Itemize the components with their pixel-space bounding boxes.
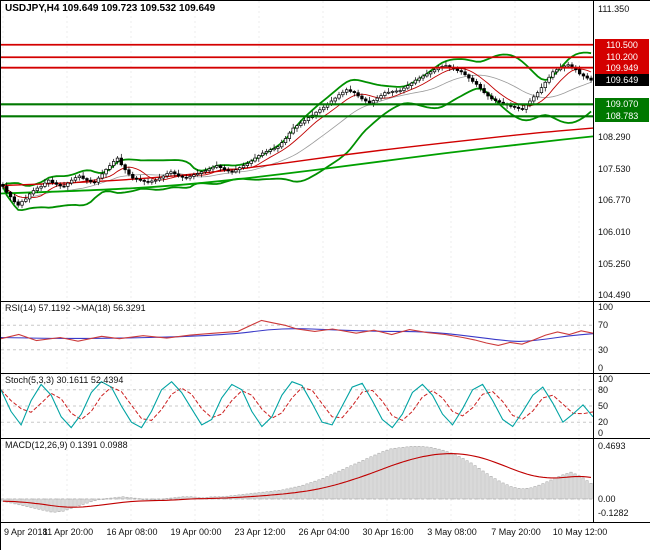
- time-axis-label: 11 Apr 20:00: [42, 527, 94, 537]
- stochastic-axis-label: 100: [598, 374, 614, 384]
- macd-axis-label: 0.00: [598, 493, 616, 504]
- time-axis-label: 23 Apr 12:00: [234, 527, 286, 537]
- price-axis-label: 111.350: [598, 4, 630, 15]
- macd-axis-label: -0.1282: [598, 508, 629, 519]
- time-axis-label: 9 Apr 2018: [4, 527, 48, 537]
- chart-ohlc-title: USDJPY,H4 109.649 109.723 109.532 109.64…: [5, 3, 216, 14]
- rsi-surface[interactable]: [1, 302, 593, 373]
- slow-ma-lines: [1, 127, 593, 195]
- time-axis-label: 30 Apr 16:00: [362, 527, 414, 537]
- price-axis-label: 104.490: [598, 290, 631, 301]
- stochastic-axis[interactable]: 100 80 50 20 0: [593, 374, 650, 438]
- macd-signal-line: [2, 453, 592, 508]
- price-levels: [1, 43, 593, 118]
- price-axis-label: 105.250: [598, 258, 631, 269]
- macd-panel: MACD(12,26,9) 0.1391 0.0988 0.4693 0.00 -0…: [0, 439, 650, 523]
- macd-axis-label: 0.4693: [598, 441, 626, 452]
- rsi-levels: [1, 324, 593, 351]
- price-level-badge: 109.070: [595, 98, 649, 111]
- vertical-grid: [2, 1, 580, 301]
- stochastic-axis-label: 20: [598, 417, 609, 428]
- time-axis-label: 3 May 08:00: [427, 527, 477, 537]
- candles: [1, 61, 593, 209]
- stochastic-title: Stoch(5,3,3) 30.1611 52.4394: [5, 375, 124, 385]
- stochastic-axis-label: 80: [598, 384, 609, 395]
- time-axis[interactable]: 9 Apr 2018 11 Apr 20:00 16 Apr 08:00 19 Apr…: [0, 523, 650, 550]
- price-axis[interactable]: 111.350 108.290 107.530 106.770 106.010 105.2…: [593, 1, 650, 301]
- price-axis-label: 108.290: [598, 131, 631, 142]
- price-axis-label: 107.530: [598, 163, 631, 174]
- price-level-badge: 110.500: [595, 38, 649, 51]
- price-level-badge: 109.949: [595, 61, 649, 74]
- time-axis-label: 7 May 20:00: [491, 527, 541, 537]
- rsi-axis[interactable]: 100 70 30 0: [593, 302, 650, 373]
- stochastic-lines: [1, 380, 593, 429]
- price-level-badge: 110.200: [595, 51, 649, 64]
- price-axis-label: 106.010: [598, 226, 631, 237]
- rsi-axis-label: 100: [598, 302, 614, 312]
- stochastic-surface[interactable]: [1, 374, 593, 438]
- macd-surface[interactable]: [1, 439, 593, 522]
- rsi-panel: RSI(14) 57.1192 ->MA(18) 56.3291 100 70 30…: [0, 302, 650, 374]
- time-axis-label: 10 May 12:00: [552, 527, 608, 537]
- rsi-title: RSI(14) 57.1192 ->MA(18) 56.3291: [5, 303, 146, 313]
- macd-histogram: [1, 446, 593, 513]
- vertical-grid: [2, 439, 580, 522]
- time-axis-label: 19 Apr 00:00: [170, 527, 222, 537]
- time-axis-label: 26 Apr 04:00: [298, 527, 350, 537]
- rsi-axis-label: 30: [598, 344, 609, 355]
- fast-ma-line: [2, 68, 592, 199]
- stochastic-axis-label: 0: [598, 428, 604, 438]
- price-level-badge: 109.649: [595, 74, 649, 87]
- price-chart-surface[interactable]: [1, 1, 593, 301]
- stochastic-levels: [1, 389, 593, 423]
- price-axis-label: 106.770: [598, 195, 631, 206]
- stochastic-axis-label: 50: [598, 401, 609, 411]
- main-chart-panel: USDJPY,H4 109.649 109.723 109.532 109.64…: [0, 0, 650, 302]
- time-axis-label: 16 Apr 08:00: [106, 527, 158, 537]
- macd-title: MACD(12,26,9) 0.1391 0.0988: [5, 440, 128, 450]
- rsi-axis-label: 70: [598, 320, 609, 331]
- rsi-axis-label: 0: [598, 363, 604, 373]
- stochastic-panel: Stoch(5,3,3) 30.1611 52.4394 100 80 50 20 0: [0, 374, 650, 439]
- rsi-lines: [1, 319, 593, 346]
- macd-axis[interactable]: 0.4693 0.00 -0.1282: [593, 439, 650, 522]
- price-level-badge: 108.783: [595, 110, 649, 123]
